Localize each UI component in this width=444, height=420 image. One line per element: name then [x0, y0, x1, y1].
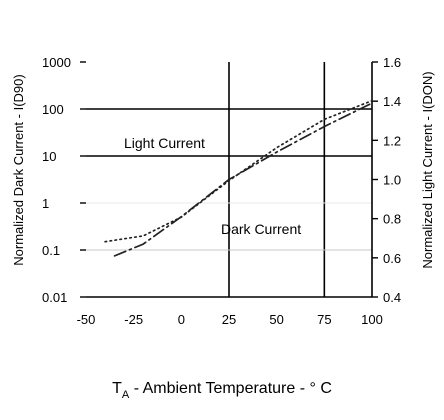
- x-tick-label: 100: [361, 312, 383, 327]
- right-tick-label: 1.2: [383, 133, 401, 148]
- light-current-line: [113, 102, 373, 257]
- x-tick-label: 75: [317, 312, 331, 327]
- right-tick-label: 1.4: [383, 94, 401, 109]
- grid: [86, 62, 372, 297]
- right-tick-label: 0.8: [383, 212, 401, 227]
- x-tick-label: 50: [269, 312, 283, 327]
- x-axis-label-main: T: [112, 380, 122, 397]
- x-tick-labels: -50 -25 0 25 50 75 100: [77, 312, 383, 327]
- series: [104, 99, 373, 257]
- axes: [80, 61, 378, 298]
- left-tick-label: 100: [42, 102, 64, 117]
- right-tick-label: 0.6: [383, 251, 401, 266]
- left-tick-label: 1: [42, 196, 49, 211]
- left-tick-label: 0.01: [42, 290, 67, 305]
- x-tick-label: -50: [77, 312, 96, 327]
- y-right-axis-label: Normalized Light Current - I(DON): [420, 71, 435, 268]
- right-tick-label: 1.0: [383, 173, 401, 188]
- x-axis-label-sub: A: [122, 389, 130, 401]
- left-tick-label: 1000: [42, 55, 71, 70]
- left-tick-label: 10: [42, 149, 56, 164]
- light-current-annotation: Light Current: [124, 135, 205, 151]
- dark-current-line: [104, 99, 373, 243]
- x-axis-label: TA - Ambient Temperature - ° C: [112, 380, 332, 401]
- y-left-axis-label: Normalized Dark Current - I(D90): [11, 74, 26, 265]
- x-axis-label-rest: - Ambient Temperature - ° C: [129, 380, 332, 397]
- x-tick-label: -25: [124, 312, 143, 327]
- left-tick-label: 0.1: [42, 243, 60, 258]
- dark-current-annotation: Dark Current: [221, 221, 301, 237]
- right-tick-labels: 1.6 1.4 1.2 1.0 0.8 0.6 0.4: [383, 55, 401, 305]
- right-tick-label: 1.6: [383, 55, 401, 70]
- x-tick-label: 0: [178, 312, 185, 327]
- left-tick-labels: 1000 100 10 1 0.1 0.01: [42, 55, 71, 305]
- x-tick-label: 25: [222, 312, 236, 327]
- right-tick-label: 0.4: [383, 290, 401, 305]
